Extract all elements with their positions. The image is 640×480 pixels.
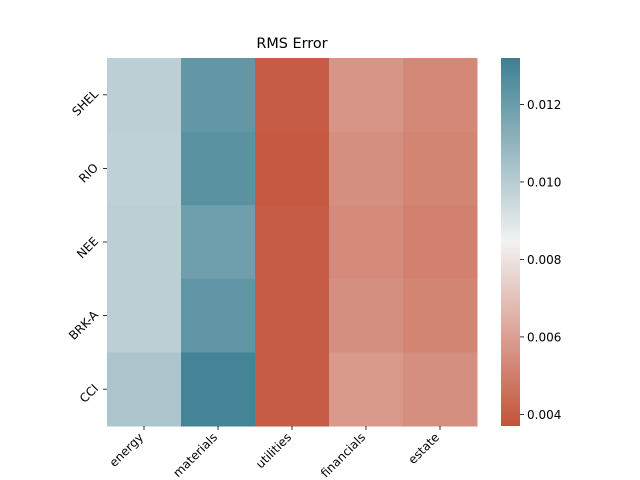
colorbar: 0.004 0.006 0.008 0.010 0.012 bbox=[501, 58, 561, 426]
x-tick-label: financials bbox=[318, 430, 368, 480]
heatmap-cell bbox=[329, 205, 404, 280]
heatmap-cell bbox=[181, 58, 256, 133]
heatmap-cell bbox=[107, 131, 182, 206]
heatmap-cell bbox=[181, 205, 256, 280]
colorbar-tick-label: 0.012 bbox=[527, 98, 561, 112]
heatmap-cell bbox=[255, 205, 330, 280]
heatmap-cell bbox=[329, 58, 404, 133]
chart-title: RMS Error bbox=[256, 36, 327, 52]
x-tick-label: energy bbox=[107, 430, 146, 469]
colorbar-tick-label: 0.006 bbox=[527, 330, 561, 344]
heatmap-cell bbox=[403, 278, 478, 353]
y-tick-label: SHEL bbox=[69, 87, 101, 119]
heatmap-cells bbox=[107, 58, 478, 427]
heatmap-cell bbox=[107, 58, 182, 133]
heatmap-cell bbox=[255, 352, 330, 427]
y-tick-label: RIO bbox=[76, 161, 101, 186]
heatmap-cell bbox=[329, 131, 404, 206]
y-tick-label: CCI bbox=[77, 381, 101, 405]
colorbar-tick-label: 0.004 bbox=[527, 408, 561, 422]
colorbar-ticks: 0.004 0.006 0.008 0.010 0.012 bbox=[520, 98, 561, 422]
heatmap-cell bbox=[107, 278, 182, 353]
heatmap-cell bbox=[329, 352, 404, 427]
y-tick-label: NEE bbox=[74, 234, 101, 261]
colorbar-tick-label: 0.010 bbox=[527, 175, 561, 189]
heatmap-cell bbox=[181, 278, 256, 353]
colorbar-tick-label: 0.008 bbox=[527, 253, 561, 267]
heatmap-cell bbox=[181, 131, 256, 206]
heatmap-cell bbox=[107, 205, 182, 280]
heatmap-cell bbox=[181, 352, 256, 427]
heatmap-cell bbox=[255, 131, 330, 206]
heatmap-cell bbox=[403, 58, 478, 133]
heatmap-cell bbox=[329, 278, 404, 353]
x-tick-label: materials bbox=[170, 430, 220, 480]
heatmap-cell bbox=[403, 131, 478, 206]
heatmap-cell bbox=[255, 58, 330, 133]
heatmap-cell bbox=[255, 278, 330, 353]
y-tick-label: BRK-A bbox=[66, 307, 102, 343]
y-axis: SHEL RIO NEE BRK-A CCI bbox=[66, 87, 107, 406]
x-tick-label: utilities bbox=[253, 430, 294, 471]
heatmap-cell bbox=[403, 352, 478, 427]
x-axis: energy materials utilities financials estate bbox=[107, 426, 442, 480]
x-tick-label: estate bbox=[406, 430, 443, 467]
heatmap-cell bbox=[107, 352, 182, 427]
heatmap-cell bbox=[403, 205, 478, 280]
colorbar-gradient bbox=[501, 58, 520, 426]
